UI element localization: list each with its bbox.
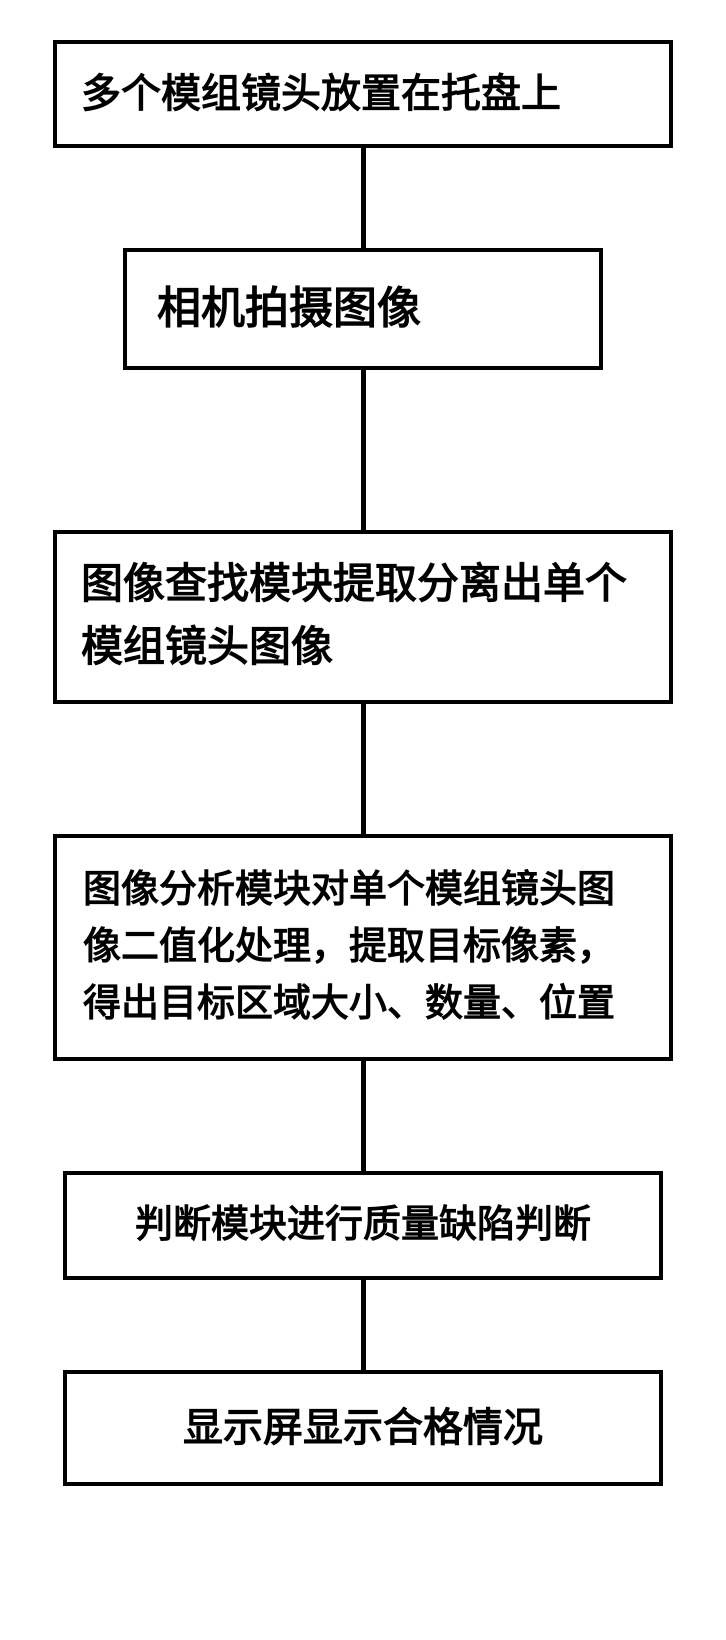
step-label: 多个模组镜头放置在托盘上 [81, 64, 561, 124]
flowchart-connector [361, 1061, 366, 1171]
flowchart-step-5: 判断模块进行质量缺陷判断 [63, 1171, 663, 1280]
flowchart-step-6: 显示屏显示合格情况 [63, 1370, 663, 1486]
step-label: 图像分析模块对单个模组镜头图像二值化处理，提取目标像素，得出目标区域大小、数量、… [83, 862, 643, 1033]
flowchart-connector [361, 370, 366, 530]
step-label: 图像查找模块提取分离出单个模组镜头图像 [81, 554, 645, 680]
flowchart-step-2: 相机拍摄图像 [123, 248, 603, 370]
step-label: 显示屏显示合格情况 [183, 1398, 543, 1458]
flowchart-connector [361, 1280, 366, 1370]
step-label: 相机拍摄图像 [157, 276, 421, 342]
flowchart-step-1: 多个模组镜头放置在托盘上 [53, 40, 673, 148]
flowchart-step-4: 图像分析模块对单个模组镜头图像二值化处理，提取目标像素，得出目标区域大小、数量、… [53, 834, 673, 1061]
flowchart-connector [361, 148, 366, 248]
flowchart-container: 多个模组镜头放置在托盘上 相机拍摄图像 图像查找模块提取分离出单个模组镜头图像 … [23, 40, 703, 1486]
step-label: 判断模块进行质量缺陷判断 [135, 1197, 591, 1254]
flowchart-connector [361, 704, 366, 834]
flowchart-step-3: 图像查找模块提取分离出单个模组镜头图像 [53, 530, 673, 704]
